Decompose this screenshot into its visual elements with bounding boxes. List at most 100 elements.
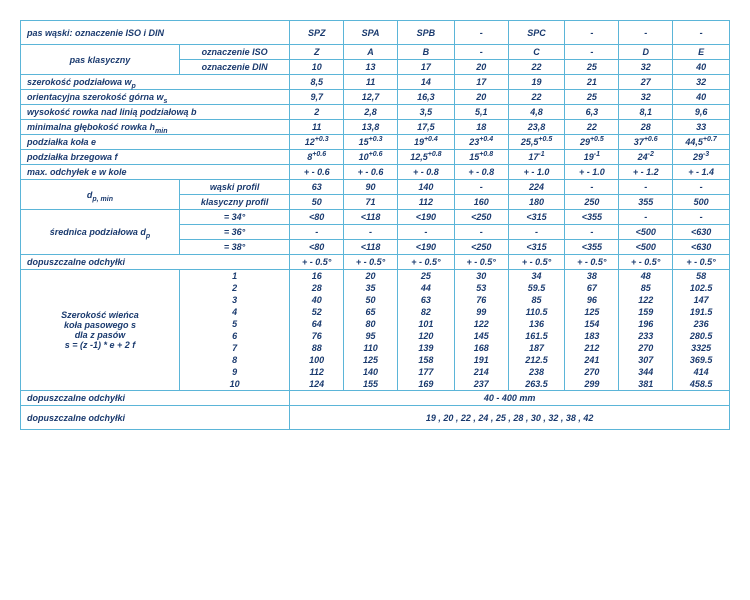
cell: 29+0.5 <box>565 135 619 150</box>
cell: 19-1 <box>565 150 619 165</box>
index-cell: 1 <box>179 270 289 283</box>
cell: 35 <box>344 282 398 294</box>
cell: 82 <box>397 306 454 318</box>
cell: 8+0.6 <box>290 150 344 165</box>
table-row: wysokość rowka nad linią podziałową b 22… <box>21 105 730 120</box>
table-row: orientacyjna szerokość górna ws 9,712,71… <box>21 90 730 105</box>
cell: 136 <box>508 318 565 330</box>
cell: 147 <box>673 294 730 306</box>
cell: 19 <box>508 75 565 90</box>
cell: 110 <box>344 342 398 354</box>
cell: <355 <box>565 210 619 225</box>
cell: 52 <box>290 306 344 318</box>
cell: 22 <box>508 90 565 105</box>
table-row: dp, min wąski profil 6390140-224--- <box>21 180 730 195</box>
cell: Z <box>290 45 344 60</box>
cell: <500 <box>619 240 673 255</box>
cell: - <box>619 210 673 225</box>
cell: 307 <box>619 354 673 366</box>
cell: 299 <box>565 378 619 391</box>
index-cell: 7 <box>179 342 289 354</box>
cell: 169 <box>397 378 454 391</box>
cell: <80 <box>290 240 344 255</box>
cell: 122 <box>454 318 508 330</box>
col-spc: SPC <box>508 21 565 45</box>
cell: 48 <box>619 270 673 283</box>
cell: + - 0.6 <box>290 165 344 180</box>
cell: 177 <box>397 366 454 378</box>
cell: 414 <box>673 366 730 378</box>
index-cell: 9 <box>179 366 289 378</box>
cell: 196 <box>619 318 673 330</box>
cell: 33 <box>673 120 730 135</box>
cell: 168 <box>454 342 508 354</box>
cell: <250 <box>454 210 508 225</box>
cell: 212.5 <box>508 354 565 366</box>
cell: 381 <box>619 378 673 391</box>
cell: - <box>344 225 398 240</box>
index-cell: 10 <box>179 378 289 391</box>
index-cell: 8 <box>179 354 289 366</box>
cell: 17-1 <box>508 150 565 165</box>
sub-34: = 34° <box>179 210 289 225</box>
cell: <118 <box>344 210 398 225</box>
table-row: szerokość podziałowa wp 8,51114171921273… <box>21 75 730 90</box>
cell: 112 <box>397 195 454 210</box>
cell: 2 <box>290 105 344 120</box>
cell: 140 <box>397 180 454 195</box>
sub-klasyczny: klasyczny profil <box>179 195 289 210</box>
cell: - <box>565 45 619 60</box>
cell: 344 <box>619 366 673 378</box>
cell: <190 <box>397 240 454 255</box>
cell: - <box>508 225 565 240</box>
index-cell: 4 <box>179 306 289 318</box>
cell: 20 <box>454 60 508 75</box>
belt-spec-table: pas wąski: oznaczenie ISO i DIN SPZ SPA … <box>20 20 730 430</box>
cell: 3,5 <box>397 105 454 120</box>
row-label: dopuszczalne odchyłki <box>21 406 290 430</box>
cell: 2,8 <box>344 105 398 120</box>
col-spa: SPA <box>344 21 398 45</box>
cell: 11 <box>344 75 398 90</box>
index-cell: 3 <box>179 294 289 306</box>
cell: - <box>454 45 508 60</box>
cell: 22 <box>565 120 619 135</box>
sub-din: oznaczenie DIN <box>179 60 289 75</box>
cell: 180 <box>508 195 565 210</box>
cell: 10+0.6 <box>344 150 398 165</box>
cell: 270 <box>565 366 619 378</box>
table-row: dopuszczalne odchyłki 19 , 20 , 22 , 24 … <box>21 406 730 430</box>
cell: 212 <box>565 342 619 354</box>
cell: <355 <box>565 240 619 255</box>
table-row: Szerokość wieńca koła pasowego s dla z p… <box>21 270 730 283</box>
cell: - <box>397 225 454 240</box>
cell: 187 <box>508 342 565 354</box>
cell: E <box>673 45 730 60</box>
cell: 23+0.4 <box>454 135 508 150</box>
cell: 500 <box>673 195 730 210</box>
cell: <118 <box>344 240 398 255</box>
cell: - <box>454 225 508 240</box>
row-label: wysokość rowka nad linią podziałową b <box>21 105 290 120</box>
cell: <315 <box>508 210 565 225</box>
cell: 224 <box>508 180 565 195</box>
cell: 145 <box>454 330 508 342</box>
cell: <250 <box>454 240 508 255</box>
cell: 27 <box>619 75 673 90</box>
cell: + - 0.5° <box>508 255 565 270</box>
cell: 88 <box>290 342 344 354</box>
cell: <315 <box>508 240 565 255</box>
cell: 250 <box>565 195 619 210</box>
row-szerokosc-label: Szerokość wieńca koła pasowego s dla z p… <box>21 270 180 391</box>
cell: + - 0.8 <box>454 165 508 180</box>
cell: 32 <box>619 60 673 75</box>
cell: 29-3 <box>673 150 730 165</box>
cell: 15+0.3 <box>344 135 398 150</box>
cell: 32 <box>673 75 730 90</box>
cell: - <box>565 180 619 195</box>
cell: 214 <box>454 366 508 378</box>
cell: 80 <box>344 318 398 330</box>
cell: + - 0.5° <box>454 255 508 270</box>
cell: 30 <box>454 270 508 283</box>
row-pas-waski-label: pas wąski: oznaczenie ISO i DIN <box>21 21 290 45</box>
